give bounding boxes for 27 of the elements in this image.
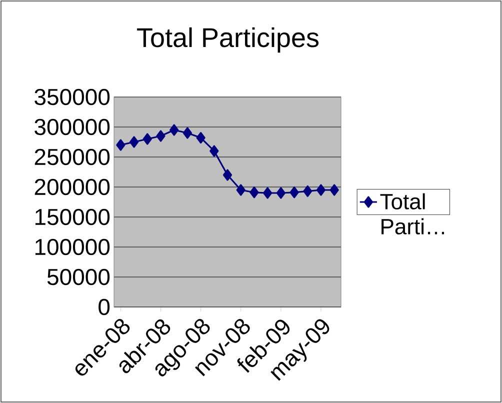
point <box>222 169 232 181</box>
y-tick-label: 100000 <box>35 238 110 256</box>
point <box>142 133 152 145</box>
point <box>250 186 259 198</box>
y-tick-label: 50000 <box>47 268 110 286</box>
point <box>196 132 206 144</box>
y-tick-label: 300000 <box>34 118 110 136</box>
point <box>129 136 139 148</box>
point <box>303 185 312 197</box>
legend-label: Total Parti… <box>380 193 444 234</box>
point <box>156 130 166 142</box>
chart-title: Total Participes <box>137 27 319 53</box>
y-tick-label: 0 <box>98 298 110 316</box>
point <box>236 184 246 196</box>
y-tick-label: 350000 <box>34 88 110 106</box>
y-tick-label: 200000 <box>34 178 110 196</box>
point <box>263 187 272 199</box>
y-tick-label: 150000 <box>35 208 110 226</box>
point <box>290 186 299 198</box>
point <box>330 184 339 196</box>
point <box>316 184 326 196</box>
point <box>170 124 179 136</box>
y-tick-label: 250000 <box>34 148 110 166</box>
point <box>182 127 192 139</box>
point <box>276 187 286 199</box>
point <box>116 139 126 151</box>
point <box>210 145 219 157</box>
